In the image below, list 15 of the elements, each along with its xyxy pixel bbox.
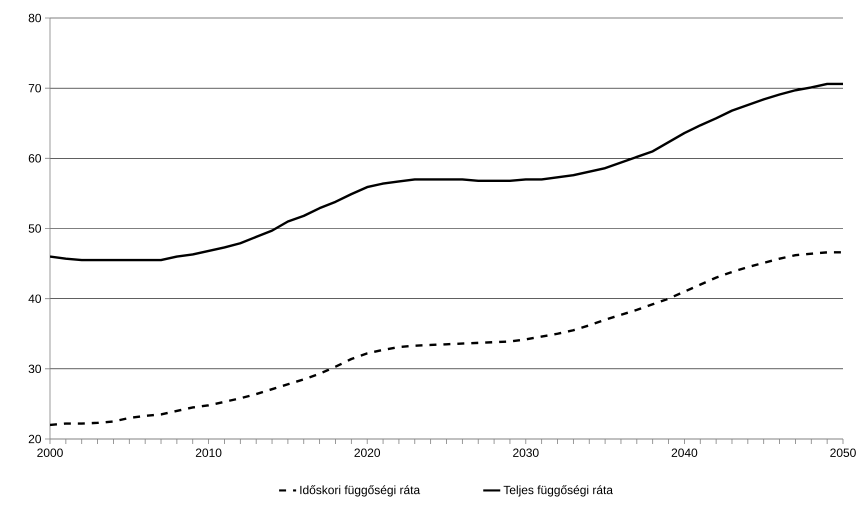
y-tick-label: 20 xyxy=(28,434,42,444)
y-tick-label: 40 xyxy=(28,294,42,303)
y-tick-label: 60 xyxy=(28,154,42,163)
legend-label: Teljes függőségi ráta xyxy=(504,485,613,497)
y-tick-label: 50 xyxy=(28,224,42,233)
x-tick-label: 2040 xyxy=(672,448,698,457)
x-tick-label: 2020 xyxy=(354,448,380,457)
y-tick-label: 30 xyxy=(28,364,42,374)
x-tick-label: 2010 xyxy=(196,448,222,457)
legend-label: Időskori függőségi ráta xyxy=(300,485,420,497)
x-tick-label: 2030 xyxy=(513,448,539,457)
y-tick-label: 70 xyxy=(28,84,42,92)
y-tick-label: 80 xyxy=(28,14,42,22)
x-tick-label: 2050 xyxy=(830,448,856,457)
x-tick-label: 2000 xyxy=(37,448,63,457)
